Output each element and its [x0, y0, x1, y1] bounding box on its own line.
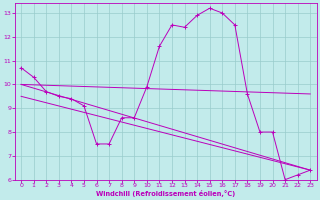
X-axis label: Windchill (Refroidissement éolien,°C): Windchill (Refroidissement éolien,°C) [96, 190, 235, 197]
